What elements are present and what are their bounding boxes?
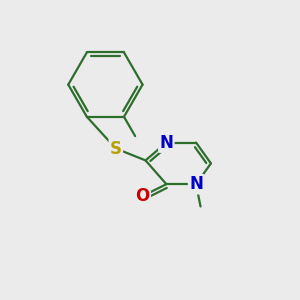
Text: N: N	[159, 134, 173, 152]
Text: S: S	[110, 140, 122, 158]
Text: O: O	[135, 187, 150, 205]
Text: N: N	[189, 175, 203, 193]
